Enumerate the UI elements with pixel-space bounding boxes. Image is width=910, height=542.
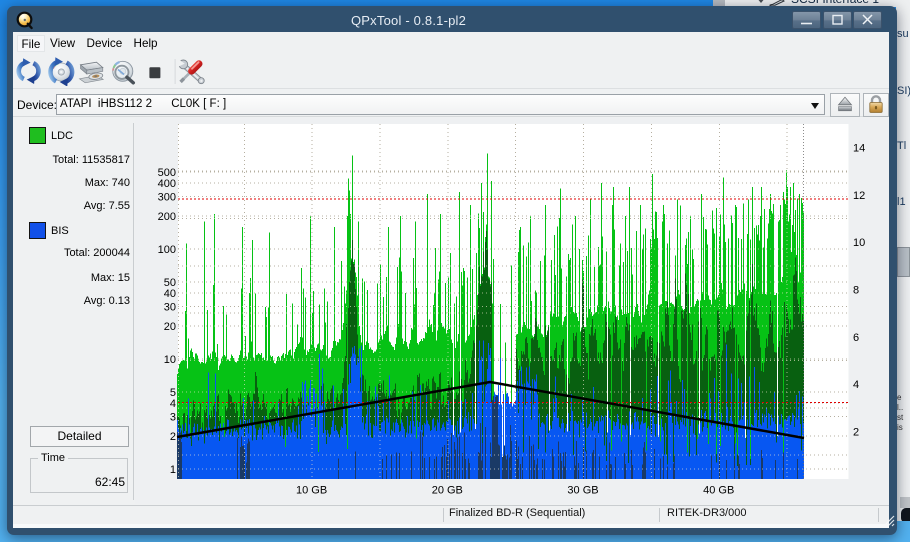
svg-text:4: 4 [853, 379, 859, 391]
svg-text:300: 300 [158, 192, 176, 204]
svg-text:40: 40 [164, 288, 176, 300]
svg-text:6: 6 [853, 332, 859, 344]
svg-text:400: 400 [158, 178, 176, 190]
svg-text:2: 2 [853, 427, 859, 439]
svg-text:10: 10 [164, 354, 176, 366]
svg-text:40 GB: 40 GB [703, 485, 734, 497]
svg-text:2: 2 [170, 431, 176, 443]
svg-text:12: 12 [853, 190, 865, 202]
svg-text:10 GB: 10 GB [296, 485, 327, 497]
svg-text:1: 1 [170, 464, 176, 476]
svg-text:4: 4 [170, 398, 176, 410]
svg-text:5: 5 [170, 387, 176, 399]
svg-text:3: 3 [170, 412, 176, 424]
svg-text:30: 30 [164, 302, 176, 314]
svg-text:20 GB: 20 GB [432, 485, 463, 497]
svg-text:8: 8 [853, 285, 859, 297]
svg-text:30 GB: 30 GB [567, 485, 598, 497]
svg-text:10: 10 [853, 237, 865, 249]
svg-text:500: 500 [158, 167, 176, 179]
svg-text:20: 20 [164, 321, 176, 333]
svg-text:200: 200 [158, 211, 176, 223]
svg-text:100: 100 [158, 244, 176, 256]
svg-text:50: 50 [164, 277, 176, 289]
svg-text:14: 14 [853, 143, 865, 155]
